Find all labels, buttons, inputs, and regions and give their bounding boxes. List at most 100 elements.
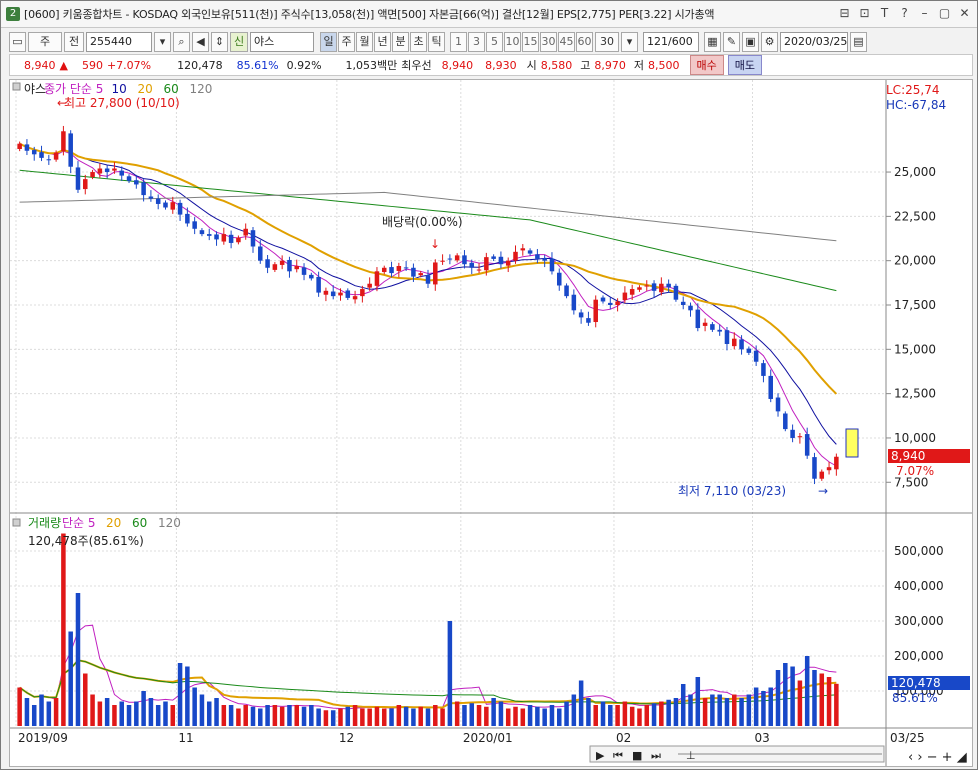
volume-bar bbox=[119, 701, 124, 726]
ma-legend-item: 10 bbox=[112, 82, 127, 96]
speaker-icon[interactable]: ◀ bbox=[192, 32, 209, 52]
volume-bar bbox=[513, 706, 518, 726]
candle bbox=[469, 262, 475, 268]
candle bbox=[542, 258, 547, 261]
volume-tick-label: 300,000 bbox=[894, 614, 944, 628]
minute-button[interactable]: 45 bbox=[558, 32, 575, 52]
search-icon[interactable]: ⌕ bbox=[173, 32, 190, 52]
period-select[interactable]: 주 bbox=[28, 32, 62, 52]
panel-handle-icon[interactable] bbox=[12, 82, 21, 91]
period-tab[interactable]: 일 bbox=[320, 32, 337, 52]
volume-tag-text: 120,478 bbox=[891, 676, 941, 690]
volume-tick-label: 200,000 bbox=[894, 649, 944, 663]
tools-icon[interactable]: ✎ bbox=[723, 32, 740, 52]
minute-button[interactable]: 15 bbox=[522, 32, 539, 52]
volume-bar bbox=[535, 706, 540, 726]
window-button[interactable]: ⊡ bbox=[859, 6, 870, 20]
volume-bar bbox=[615, 705, 620, 726]
period-tab[interactable]: 주 bbox=[338, 32, 355, 52]
window-button[interactable]: ✕ bbox=[959, 6, 970, 20]
period-tab[interactable]: 월 bbox=[356, 32, 373, 52]
minute-select[interactable]: 30 bbox=[595, 32, 619, 52]
ma20-line bbox=[19, 142, 838, 395]
panel-handle-icon[interactable] bbox=[12, 518, 21, 527]
candle bbox=[90, 172, 95, 178]
stock-name-field[interactable]: 야스 bbox=[250, 32, 314, 52]
minute-dropdown-icon[interactable]: ▾ bbox=[621, 32, 638, 52]
ma-legend-item: 종가 단순 5 bbox=[44, 82, 103, 96]
grid-icon[interactable]: ▦ bbox=[704, 32, 721, 52]
candle bbox=[39, 152, 44, 158]
price-tick-label: 15,000 bbox=[894, 342, 936, 356]
stock-code-input[interactable]: 255440 bbox=[86, 32, 152, 52]
play-icon: ▶ bbox=[596, 749, 605, 762]
candle bbox=[24, 144, 30, 151]
candle bbox=[250, 230, 256, 247]
vol-ma60-line bbox=[19, 659, 837, 705]
chart-svg[interactable]: 25,000 22,500 20,000 17,500 15,000 12,500 10,0… bbox=[10, 80, 972, 766]
sell-button[interactable]: 매도 bbox=[727, 55, 763, 75]
candle bbox=[535, 254, 540, 259]
candle bbox=[323, 290, 329, 295]
period-tab[interactable]: 틱 bbox=[428, 32, 445, 52]
candle bbox=[775, 397, 781, 412]
minute-button[interactable]: 60 bbox=[576, 32, 593, 52]
volume-bar bbox=[732, 694, 737, 726]
gear-icon[interactable]: ⚙ bbox=[761, 32, 778, 52]
minute-button[interactable]: 5 bbox=[486, 32, 503, 52]
candle bbox=[177, 202, 183, 215]
mode-button[interactable]: 전 bbox=[64, 32, 84, 52]
volume-bar bbox=[775, 670, 781, 726]
volume-bar bbox=[542, 708, 547, 726]
window-button[interactable]: – bbox=[921, 6, 928, 20]
calendar-icon[interactable]: ▤ bbox=[850, 32, 867, 52]
minute-button[interactable]: 1 bbox=[450, 32, 467, 52]
lc-value: LC:25,74 bbox=[886, 83, 939, 97]
candle bbox=[68, 133, 73, 167]
volume-bar bbox=[425, 708, 431, 726]
candle bbox=[17, 143, 22, 149]
candle bbox=[411, 267, 416, 277]
minute-button[interactable]: 30 bbox=[540, 32, 557, 52]
code-dropdown-icon[interactable]: ▾ bbox=[154, 32, 171, 52]
candle bbox=[651, 283, 657, 291]
volume-bar bbox=[134, 701, 139, 726]
candle bbox=[732, 338, 737, 347]
best-quote-label: 최우선 bbox=[401, 59, 432, 72]
window-button[interactable]: T bbox=[880, 6, 889, 20]
window-button[interactable]: ? bbox=[901, 6, 908, 20]
volume-bar bbox=[403, 706, 409, 726]
minute-button[interactable]: 10 bbox=[504, 32, 521, 52]
count-input[interactable]: 121/600 bbox=[643, 32, 699, 52]
x-tick-label: 12 bbox=[339, 731, 354, 745]
chart-area[interactable]: 25,000 22,500 20,000 17,500 15,000 12,500 10,0… bbox=[9, 79, 973, 767]
candle bbox=[549, 258, 555, 272]
volume-bar bbox=[520, 708, 526, 726]
down-arrow-icon: ↓ bbox=[430, 237, 440, 251]
layout-icon[interactable]: ▭ bbox=[9, 32, 26, 52]
date-input[interactable]: 2020/03/25 bbox=[780, 32, 848, 52]
period-tab[interactable]: 년 bbox=[374, 32, 391, 52]
price-tick-label: 10,000 bbox=[894, 431, 936, 445]
candle bbox=[185, 213, 190, 224]
buy-button[interactable]: 매수 bbox=[689, 55, 724, 75]
candle bbox=[61, 131, 66, 152]
stepper-icon[interactable]: ⇕ bbox=[211, 32, 228, 52]
volume-bar bbox=[659, 701, 664, 726]
zoom-controls-icon[interactable]: ‹ › − + ◢ bbox=[908, 750, 967, 765]
volume-bar bbox=[39, 694, 44, 726]
save-icon[interactable]: ▣ bbox=[742, 32, 759, 52]
period-tab[interactable]: 분 bbox=[392, 32, 409, 52]
minute-button[interactable]: 3 bbox=[468, 32, 485, 52]
volume-bar bbox=[83, 673, 88, 726]
volume-bar bbox=[338, 708, 343, 726]
volume-bar bbox=[75, 593, 81, 726]
window-button[interactable]: ⊟ bbox=[839, 6, 850, 20]
window-button[interactable]: ▢ bbox=[938, 6, 951, 20]
candle bbox=[753, 350, 759, 362]
period-tab[interactable]: 초 bbox=[410, 32, 427, 52]
volume-bar bbox=[68, 631, 73, 726]
candle bbox=[666, 283, 671, 288]
volume-bar bbox=[294, 705, 300, 726]
scroll-controls[interactable]: ▶ ⏮ ■ ⏭ ⊥ bbox=[589, 745, 885, 763]
